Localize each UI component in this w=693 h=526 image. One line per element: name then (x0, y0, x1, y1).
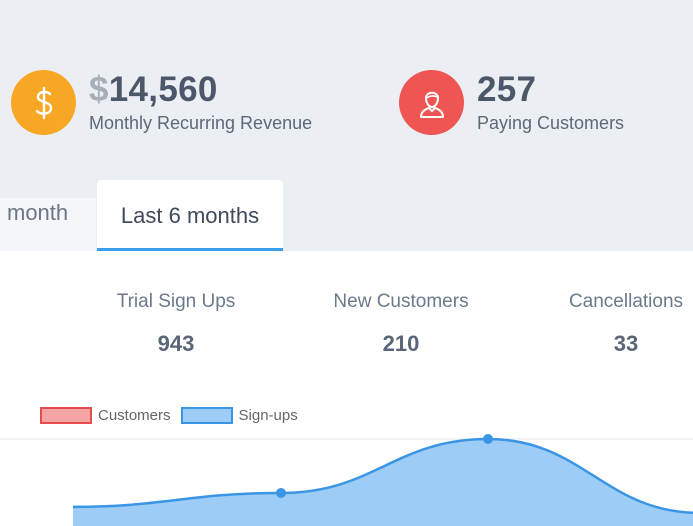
legend-label-customers: Customers (98, 407, 171, 424)
signups-point[interactable] (276, 487, 286, 498)
stat-value: 210 (382, 331, 420, 356)
stat-value: 33 (613, 331, 639, 356)
period-tabs: month Last 6 months (0, 180, 693, 251)
signups-area (73, 439, 693, 526)
customers-icon-badge (399, 70, 464, 135)
chart-legend: Customers Sign-ups (40, 407, 308, 424)
customers-value: 257 (477, 70, 537, 109)
legend-swatch-customers (40, 407, 92, 424)
stat-cancellations: Cancellations 33 (516, 291, 693, 357)
stat-value: 943 (157, 331, 195, 356)
tab-last-6-months[interactable]: Last 6 months (97, 180, 283, 251)
legend-swatch-signups (180, 407, 233, 424)
kpi-customers: 257 Paying Customers (399, 70, 624, 135)
tab-month[interactable]: month (0, 198, 96, 251)
stat-trial-signups: Trial Sign Ups 943 (66, 291, 286, 357)
kpi-revenue: $14,560 Monthly Recurring Revenue (11, 70, 312, 135)
stats-panel: Trial Sign Ups 943 New Customers 210 Can… (0, 251, 693, 526)
customers-label: Paying Customers (477, 113, 625, 133)
stat-label: Cancellations (568, 291, 684, 312)
revenue-value: $14,560 (89, 71, 312, 109)
stat-label: Trial Sign Ups (116, 291, 236, 312)
revenue-icon-badge (11, 70, 76, 135)
dollar-icon (35, 86, 52, 119)
signups-line (72, 437, 693, 514)
user-icon (419, 91, 444, 118)
legend-signups[interactable]: Sign-ups (180, 407, 298, 424)
currency-symbol: $ (89, 70, 109, 109)
stat-label: New Customers (333, 291, 469, 312)
legend-customers[interactable]: Customers (40, 407, 171, 424)
legend-label-signups: Sign-ups (238, 407, 298, 424)
signups-point[interactable] (483, 434, 493, 444)
revenue-label: Monthly Recurring Revenue (89, 113, 313, 133)
revenue-amount: 14,560 (108, 70, 218, 109)
stat-new-customers: New Customers 210 (291, 291, 511, 357)
signups-chart (0, 434, 693, 526)
